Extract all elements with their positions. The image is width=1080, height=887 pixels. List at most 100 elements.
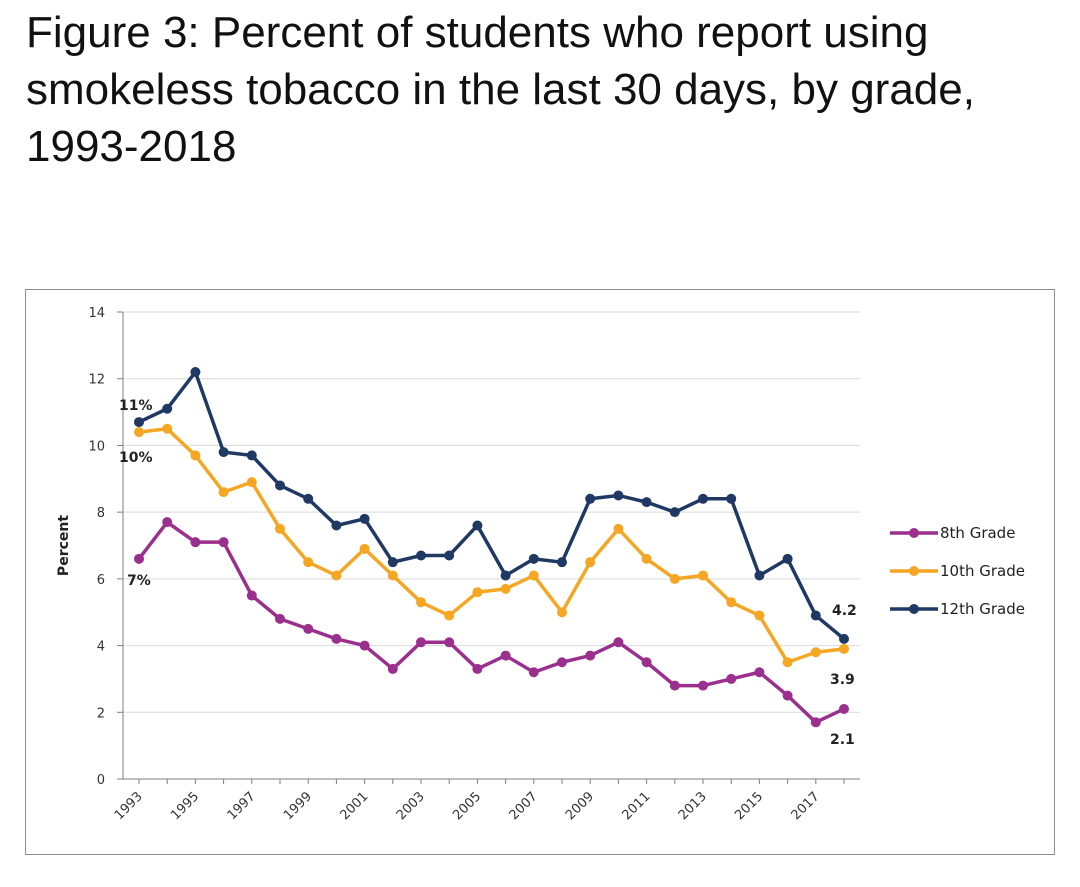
data-point <box>585 557 596 568</box>
data-point <box>162 517 173 528</box>
data-point <box>416 597 426 608</box>
data-point <box>331 520 342 531</box>
data-label: 11% <box>119 398 153 414</box>
data-point <box>387 570 398 581</box>
data-point <box>218 537 229 548</box>
data-point <box>669 507 680 518</box>
data-point <box>754 667 765 678</box>
data-point <box>782 690 793 701</box>
data-point <box>416 637 426 648</box>
data-point <box>726 493 737 504</box>
data-point <box>190 537 201 548</box>
data-point <box>557 657 567 668</box>
data-point <box>641 657 652 668</box>
data-point <box>331 633 342 644</box>
x-tick-label: 2003 <box>394 789 428 823</box>
legend-label: 10th Grade <box>940 562 1025 580</box>
data-point <box>218 487 229 498</box>
data-point <box>387 663 398 674</box>
x-tick-label: 2009 <box>563 789 597 823</box>
legend-marker <box>909 604 919 614</box>
series-line-10th-grade <box>138 427 845 664</box>
data-point <box>275 613 285 624</box>
data-point <box>472 520 483 531</box>
data-point <box>528 570 539 581</box>
data-point <box>246 590 257 601</box>
data-point <box>218 447 229 458</box>
data-point <box>669 573 680 584</box>
x-tick-label: 2005 <box>450 789 484 823</box>
data-point <box>303 557 314 568</box>
data-point <box>754 610 765 621</box>
data-point <box>472 663 483 674</box>
data-point <box>134 553 144 564</box>
series-line-12th-grade <box>138 370 846 641</box>
data-point <box>303 623 314 634</box>
data-point <box>246 450 257 461</box>
data-point <box>190 367 201 378</box>
data-point <box>275 480 285 491</box>
y-tick-label: 10 <box>88 439 105 454</box>
data-label: 4.2 <box>832 603 857 619</box>
y-tick-label: 8 <box>97 506 105 521</box>
data-point <box>472 587 483 598</box>
data-point <box>810 717 821 728</box>
x-tick-label: 2007 <box>507 789 541 823</box>
data-point <box>359 543 370 554</box>
data-point <box>641 553 652 564</box>
data-point <box>585 493 596 504</box>
data-point <box>444 610 455 621</box>
y-tick-label: 2 <box>97 706 105 721</box>
data-point <box>839 703 849 714</box>
data-point <box>613 523 624 534</box>
data-point <box>444 637 455 648</box>
data-label: 3.9 <box>830 672 855 688</box>
data-point <box>641 497 652 508</box>
legend-marker <box>909 528 919 538</box>
chart-title: Figure 3: Percent of students who report… <box>26 8 975 171</box>
data-point <box>500 650 511 661</box>
data-point <box>698 570 708 581</box>
data-point <box>782 553 793 564</box>
legend-label: 12th Grade <box>940 600 1025 618</box>
x-tick-label: 2011 <box>619 789 653 823</box>
data-label: 2.1 <box>830 732 855 748</box>
data-point <box>134 427 144 438</box>
x-tick-label: 1999 <box>281 789 315 823</box>
data-point <box>134 417 144 428</box>
data-point <box>331 570 342 581</box>
data-point <box>528 553 539 564</box>
chart-frame: 0 2 4 6 8 10 12 14 1993 1995 1997 1999 2001 2003 2005 2… <box>25 289 1055 855</box>
data-point <box>726 597 737 608</box>
data-point <box>246 477 257 488</box>
data-point <box>359 640 370 651</box>
data-point <box>810 647 821 658</box>
data-point <box>782 657 793 668</box>
data-point <box>754 570 765 581</box>
data-point <box>416 550 426 561</box>
x-tick-label: 2015 <box>732 789 766 823</box>
data-point <box>303 493 314 504</box>
x-tick-label: 2001 <box>337 789 371 823</box>
data-point <box>500 570 511 581</box>
x-tick-label: 2017 <box>789 789 823 823</box>
data-point <box>613 637 624 648</box>
data-point <box>557 607 567 618</box>
legend-label: 8th Grade <box>940 524 1015 542</box>
data-point <box>500 583 511 594</box>
y-axis-label: Percent <box>56 515 72 576</box>
y-tick-label: 12 <box>88 373 105 388</box>
x-tick-label: 2013 <box>676 789 710 823</box>
y-tick-label: 4 <box>97 640 105 655</box>
data-point <box>839 643 849 654</box>
data-point <box>585 650 596 661</box>
data-point <box>162 403 173 414</box>
data-point <box>444 550 455 561</box>
data-point <box>810 610 821 621</box>
data-point <box>275 523 285 534</box>
data-point <box>190 450 201 461</box>
y-tick-label: 14 <box>88 306 105 321</box>
data-point <box>162 423 173 434</box>
data-point <box>528 667 539 678</box>
x-tick-label: 1993 <box>112 789 146 823</box>
